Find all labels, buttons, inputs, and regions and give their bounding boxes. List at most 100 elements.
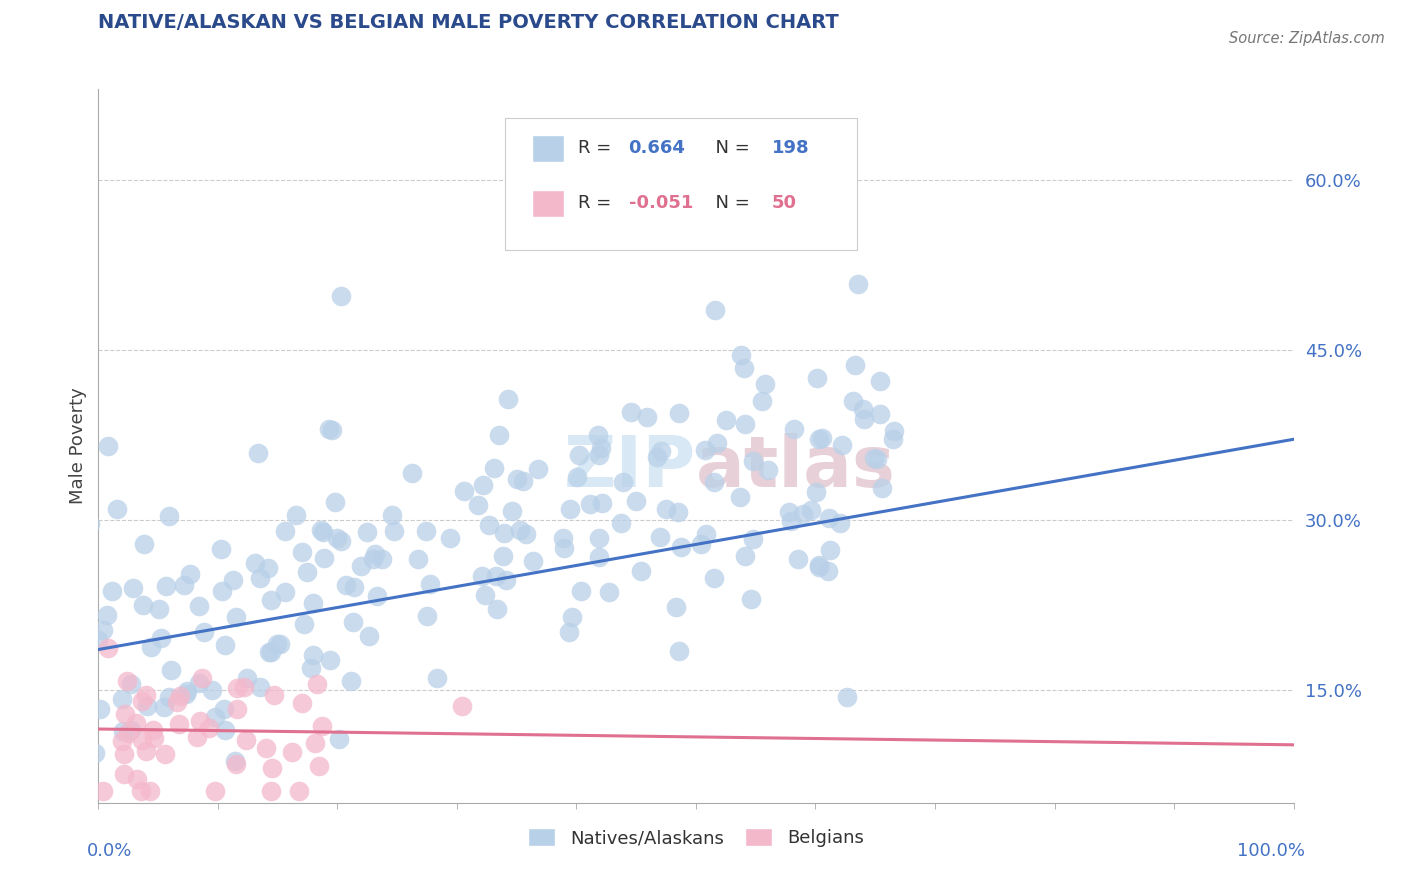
Point: [311, 723, 333, 738]
Point: [990, 537, 1012, 551]
Point: [460, 653, 482, 667]
Point: [845, 449, 868, 463]
Point: [731, 523, 754, 537]
Point: [217, 601, 239, 615]
Point: [758, 462, 780, 476]
Point: [711, 573, 734, 587]
Point: [380, 688, 402, 702]
Point: [276, 714, 298, 729]
Point: [475, 534, 498, 549]
Point: [1064, 453, 1087, 467]
Text: Source: ZipAtlas.com: Source: ZipAtlas.com: [1229, 31, 1385, 46]
Point: [1157, 370, 1180, 384]
Point: [876, 516, 898, 531]
Point: [107, 733, 129, 747]
Point: [163, 692, 186, 706]
Point: [198, 744, 221, 758]
Point: [697, 569, 720, 583]
Point: [1222, 401, 1244, 416]
Point: [208, 723, 231, 738]
Point: [231, 690, 253, 705]
Point: [1265, 432, 1288, 446]
Point: [322, 573, 344, 587]
Point: [932, 530, 955, 544]
Point: [360, 680, 382, 694]
Point: [1083, 377, 1105, 392]
Point: [1241, 451, 1264, 466]
Point: [1154, 485, 1177, 500]
Point: [482, 577, 505, 591]
Text: N =: N =: [704, 139, 755, 157]
Point: [997, 443, 1019, 458]
Point: [111, 727, 134, 741]
Point: [166, 767, 188, 781]
Point: [801, 624, 824, 639]
Point: [131, 702, 153, 716]
Point: [1122, 421, 1144, 435]
Point: [613, 672, 636, 686]
Point: [167, 706, 190, 721]
Text: -0.051: -0.051: [628, 194, 693, 212]
Point: [682, 588, 704, 602]
Text: atlas: atlas: [696, 433, 896, 502]
Point: [934, 444, 956, 458]
Point: [225, 579, 247, 593]
Point: [1246, 374, 1268, 388]
Point: [928, 450, 950, 465]
Point: [328, 681, 350, 695]
Point: [441, 676, 464, 690]
Point: [890, 405, 912, 419]
Point: [326, 757, 349, 772]
Point: [1173, 511, 1195, 525]
Point: [1223, 411, 1246, 425]
Point: [191, 732, 214, 747]
Point: [172, 726, 194, 740]
Point: [842, 427, 865, 442]
Point: [491, 673, 513, 688]
Point: [858, 585, 880, 599]
Point: [1206, 393, 1229, 408]
Point: [252, 578, 274, 592]
Point: [1010, 302, 1032, 317]
Point: [340, 732, 363, 747]
Point: [522, 552, 544, 566]
Point: [128, 633, 150, 648]
Point: [818, 584, 841, 599]
Point: [231, 508, 253, 523]
Point: [1249, 481, 1271, 495]
Point: [1198, 690, 1220, 704]
Point: [695, 461, 717, 475]
Point: [598, 608, 620, 623]
Point: [495, 580, 517, 594]
Point: [1119, 514, 1142, 528]
Point: [184, 716, 207, 731]
Point: [198, 698, 221, 713]
Point: [396, 584, 419, 599]
Point: [156, 501, 179, 516]
Point: [678, 569, 700, 583]
Point: [96, 650, 118, 665]
Point: [277, 671, 299, 685]
Text: 0.0%: 0.0%: [87, 842, 132, 860]
Point: [451, 524, 474, 539]
Point: [1159, 560, 1181, 574]
Point: [699, 601, 721, 615]
Point: [222, 699, 245, 714]
Point: [1267, 424, 1289, 438]
Point: [720, 504, 742, 518]
Point: [1014, 436, 1036, 450]
Point: [368, 740, 391, 755]
Point: [165, 724, 187, 739]
Point: [897, 493, 920, 508]
Point: [98, 718, 121, 732]
Point: [451, 551, 474, 566]
Point: [586, 552, 609, 566]
Text: ZIP: ZIP: [564, 433, 696, 502]
Point: [179, 581, 201, 595]
Point: [714, 392, 737, 406]
Point: [274, 676, 297, 690]
Point: [633, 531, 655, 545]
Point: [832, 497, 855, 511]
Point: [254, 688, 277, 702]
Point: [311, 638, 333, 652]
